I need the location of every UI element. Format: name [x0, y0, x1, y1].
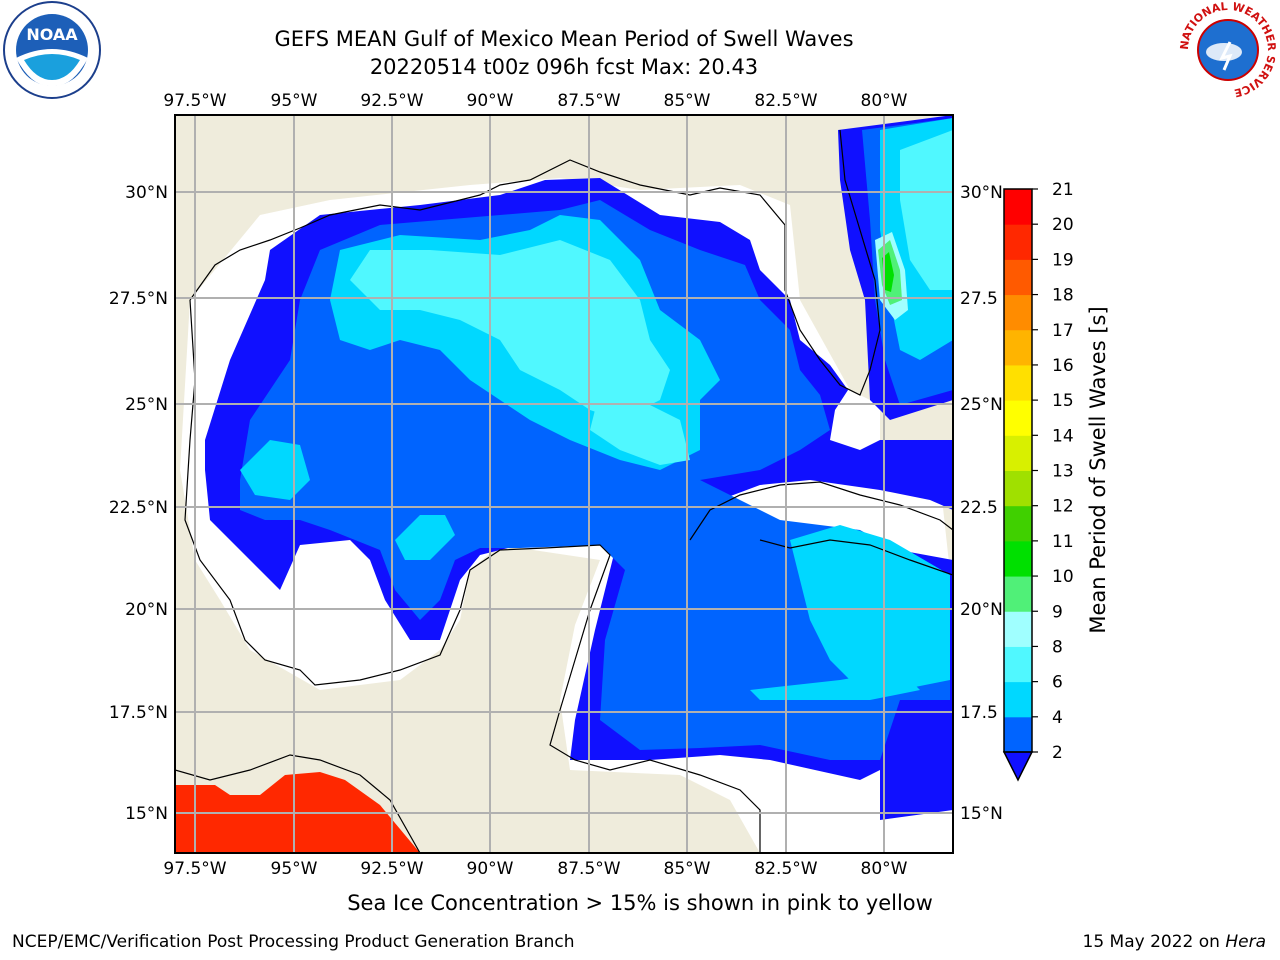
colorbar-segment — [1004, 329, 1032, 366]
colorbar-segment — [1004, 681, 1032, 718]
colorbar-tick-label: 14 — [1052, 426, 1074, 446]
colorbar-segment — [1004, 716, 1032, 753]
colorbar-label: Mean Period of Swell Waves [s] — [1086, 306, 1110, 634]
colorbar-tick-label: 11 — [1052, 532, 1074, 552]
colorbar-segment — [1004, 646, 1032, 683]
lat-tick-left: 22.5°N — [109, 498, 168, 518]
lat-tick-left: 15°N — [125, 804, 168, 824]
lon-tick-bottom: 90°W — [467, 859, 514, 879]
colorbar-segment — [1004, 470, 1032, 507]
lat-tick-right: 25°N — [960, 395, 1003, 415]
swell-region-6-8-b — [590, 390, 690, 465]
lon-tick-top: 95°W — [271, 91, 318, 111]
lon-tick-top: 82.5°W — [754, 91, 817, 111]
lon-tick-top: 80°W — [861, 91, 908, 111]
lon-tick-bottom: 82.5°W — [754, 859, 817, 879]
colorbar-tick-label: 2 — [1052, 743, 1063, 763]
lat-tick-right: 15°N — [960, 804, 1003, 824]
lat-tick-left: 27.5°N — [109, 289, 168, 309]
swell-region-4-6-yucatan — [395, 515, 455, 560]
colorbar-tick-label: 8 — [1052, 637, 1063, 657]
coastline-central-america — [175, 754, 421, 853]
lat-tick-right: 30°N — [960, 183, 1003, 203]
lon-tick-top: 92.5°W — [360, 91, 423, 111]
colorbar-tick-label: 6 — [1052, 673, 1063, 693]
lat-tick-left: 25°N — [125, 395, 168, 415]
footer-date-text: 15 May 2022 on — [1082, 932, 1220, 952]
colorbar-segment — [1004, 294, 1032, 331]
swell-region-6-8-east — [900, 130, 953, 290]
colorbar-tick-label: 17 — [1052, 321, 1074, 341]
colorbar-tick-label: 19 — [1052, 250, 1074, 270]
lat-tick-right: 17.5 — [960, 703, 998, 723]
lon-tick-top: 85°W — [664, 91, 711, 111]
colorbar-tick-label: 13 — [1052, 462, 1074, 482]
colorbar-tick-label: 20 — [1052, 215, 1074, 235]
lat-tick-right: 20°N — [960, 600, 1003, 620]
swell-region-4-6-caribbean — [790, 525, 950, 690]
map-frame — [174, 114, 954, 854]
sea-ice-note: Sea Ice Concentration > 15% is shown in … — [347, 891, 933, 915]
lon-tick-bottom: 87.5°W — [557, 859, 620, 879]
lat-tick-right: 27.5 — [960, 289, 998, 309]
swell-region-4-6-band — [750, 670, 920, 700]
colorbar: 2 4 6 8 9 10 11 12 13 14 15 16 17 18 19 20 21 — [1002, 180, 1074, 782]
colorbar-tick-label: 18 — [1052, 286, 1074, 306]
noaa-logo: NOAA — [3, 1, 101, 99]
colorbar-segment — [1004, 540, 1032, 577]
colorbar-segment — [1004, 259, 1032, 296]
colorbar-tick-label: 16 — [1052, 356, 1074, 376]
colorbar-tick-label: 15 — [1052, 391, 1074, 411]
colorbar-segment — [1004, 505, 1032, 542]
footer-date: 15 May 2022 on Hera — [1083, 932, 1267, 952]
footer-host: Hera — [1225, 932, 1266, 952]
colorbar-tick-label: 10 — [1052, 567, 1074, 587]
lon-tick-bottom: 97.5°W — [163, 859, 226, 879]
colorbar-tick-label: 12 — [1052, 497, 1074, 517]
swell-region-4-6-gulf-west — [240, 440, 310, 500]
lon-tick-bottom: 92.5°W — [360, 859, 423, 879]
chart-title: GEFS MEAN Gulf of Mexico Mean Period of … — [274, 27, 854, 51]
chart-subtitle: 20220514 t00z 096h fcst Max: 20.43 — [369, 55, 759, 79]
colorbar-under-extension — [1002, 751, 1034, 782]
lat-tick-left: 17.5°N — [109, 703, 168, 723]
colorbar-segment — [1004, 611, 1032, 647]
colorbar-segment — [1004, 400, 1032, 436]
colorbar-segment — [1004, 224, 1032, 260]
lon-tick-top: 87.5°W — [557, 91, 620, 111]
nws-logo: NATIONAL WEATHER SERVICE — [1178, 0, 1278, 99]
lat-tick-right: 22.5 — [960, 498, 998, 518]
map-area — [175, 115, 953, 853]
lat-tick-left: 20°N — [125, 600, 168, 620]
colorbar-segment — [1004, 364, 1032, 401]
lon-tick-bottom: 95°W — [271, 859, 318, 879]
graticule — [175, 115, 953, 853]
svg-text:NOAA: NOAA — [26, 25, 78, 44]
coastline-gulf — [189, 129, 881, 396]
colorbar-segment — [1004, 435, 1032, 471]
lon-tick-bottom: 85°W — [664, 859, 711, 879]
coastline-mexico — [184, 299, 761, 853]
lon-tick-bottom: 80°W — [861, 859, 908, 879]
colorbar-tick-label: 21 — [1052, 180, 1074, 200]
lon-tick-top: 97.5°W — [163, 91, 226, 111]
lon-tick-top: 90°W — [467, 91, 514, 111]
footer-credit: NCEP/EMC/Verification Post Processing Pr… — [12, 932, 575, 952]
colorbar-tick-label: 9 — [1052, 602, 1063, 622]
colorbar-tick-label: 4 — [1052, 708, 1063, 728]
lat-tick-left: 30°N — [125, 183, 168, 203]
colorbar-segment — [1004, 189, 1032, 225]
colorbar-segment — [1004, 576, 1032, 612]
